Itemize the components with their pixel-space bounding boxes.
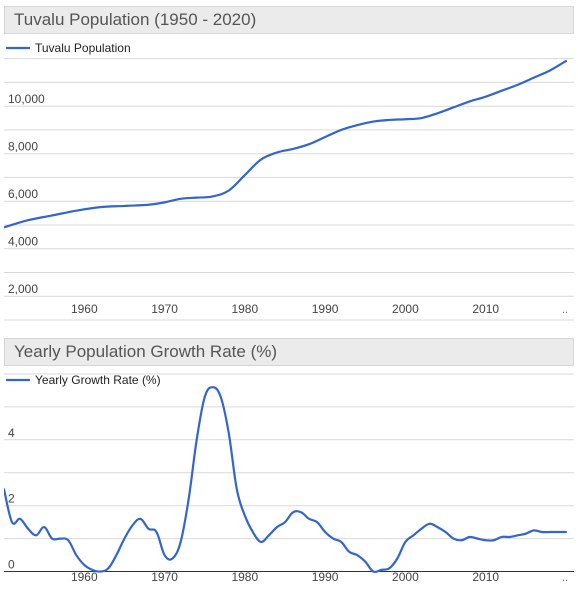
growth-y-tick-label: 4 — [8, 426, 15, 440]
growth-y-tick-label: 2 — [8, 492, 15, 506]
population-x-tick-overflow: .. — [562, 304, 568, 316]
growth-x-tick-label: 2010 — [472, 570, 499, 584]
population-y-tick-label: 10,000 — [8, 92, 45, 106]
growth-y-tick-label: 0 — [8, 558, 15, 572]
population-chart-header: Tuvalu Population (1950 - 2020) — [4, 6, 574, 34]
growth-x-tick-label: 2000 — [392, 570, 419, 584]
population-x-tick-label: 2010 — [472, 302, 499, 316]
population-y-tick-label: 2,000 — [8, 282, 38, 296]
growth-x-tick-overflow: .. — [562, 572, 568, 584]
population-x-tick-label: 2000 — [392, 302, 419, 316]
population-x-tick-label: 1990 — [312, 302, 339, 316]
growth-rate-panel: Yearly Population Growth Rate (%) 0 2 4 196… — [4, 338, 574, 589]
population-chart-title: Tuvalu Population (1950 - 2020) — [14, 10, 257, 29]
growth-x-tick-label: 1990 — [312, 570, 339, 584]
growth-chart-title: Yearly Population Growth Rate (%) — [14, 342, 278, 361]
growth-legend-label: Yearly Growth Rate (%) — [35, 373, 161, 387]
growth-x-tick-label: 1980 — [231, 570, 258, 584]
growth-x-tick-label: 1970 — [151, 570, 178, 584]
population-y-tick-label: 8,000 — [8, 140, 38, 154]
population-panel: Tuvalu Population (1950 - 2020) 2,000 4,0… — [4, 6, 574, 321]
growth-series-line — [4, 386, 568, 574]
population-y-tick-label: 4,000 — [8, 235, 38, 249]
growth-chart-header: Yearly Population Growth Rate (%) — [4, 338, 574, 366]
growth-x-tick-label: 1960 — [71, 570, 98, 584]
population-series-line — [4, 59, 568, 229]
growth-rate-chart: 0 2 4 1960 1970 1980 1990 2000 2010 .. Yearly Grow… — [4, 373, 574, 584]
population-x-tick-label: 1980 — [231, 302, 258, 316]
population-x-tick-label: 1970 — [151, 302, 178, 316]
population-y-tick-label: 6,000 — [8, 187, 38, 201]
population-x-tick-label: 1960 — [71, 302, 98, 316]
population-chart: 2,000 4,000 6,000 8,000 10,000 1960 1970 1980 19… — [4, 41, 574, 321]
population-legend-label: Tuvalu Population — [35, 41, 131, 55]
